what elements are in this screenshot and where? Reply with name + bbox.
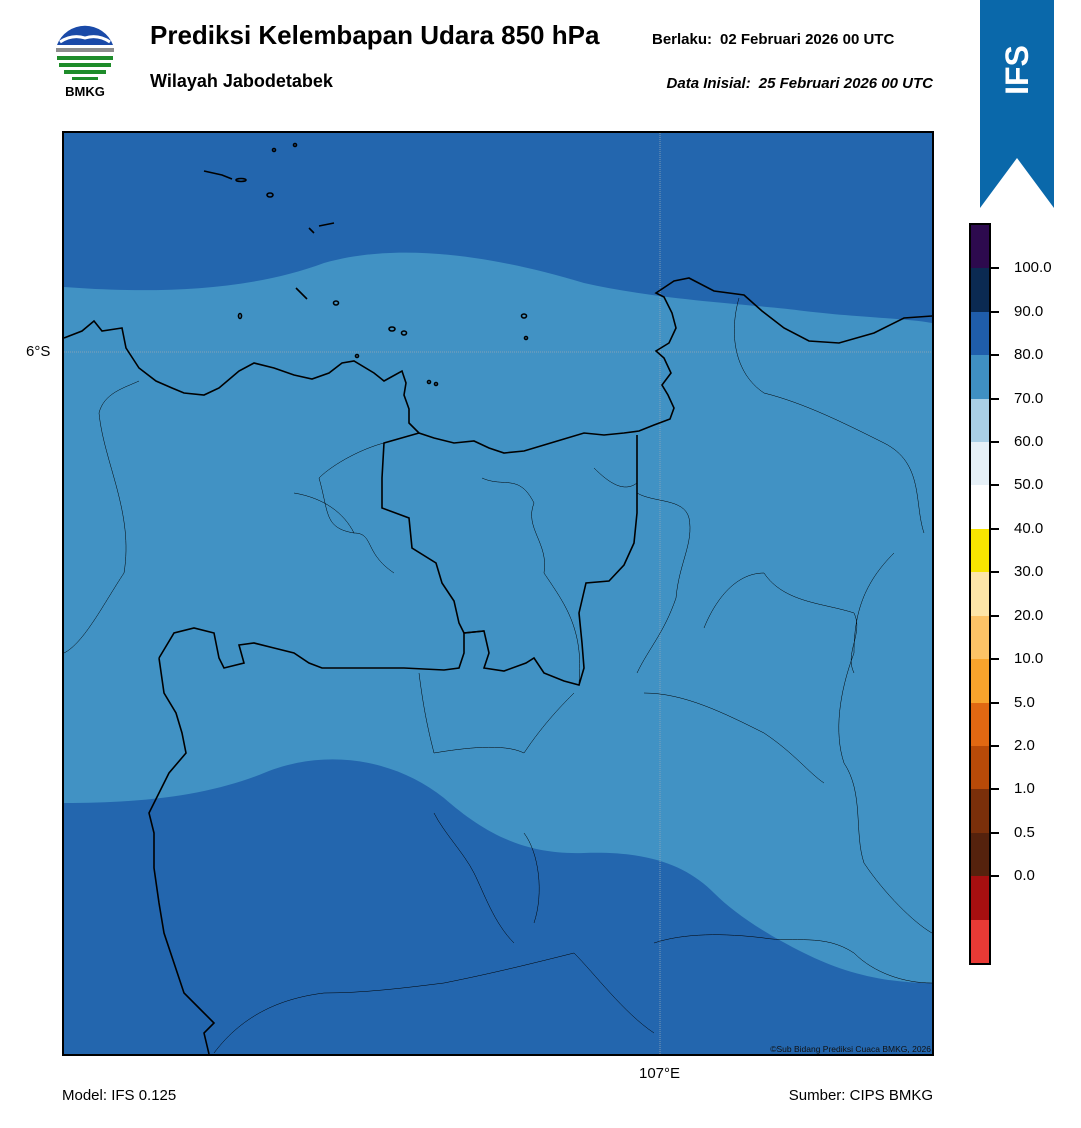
colorbar-tick	[991, 397, 999, 400]
valid-label: Berlaku:	[652, 31, 713, 48]
source-label: Sumber: CIPS BMKG	[788, 1087, 933, 1104]
colorbar-tick	[991, 484, 999, 487]
ribbon-shape: IFS	[980, 0, 1054, 208]
colorbar-tick-label: 80.0	[1014, 346, 1044, 364]
colorbar-tick-label: 0.0	[1014, 867, 1035, 885]
colorbar-tick	[991, 267, 999, 270]
colorbar-segment	[971, 615, 989, 660]
colorbar-segment	[971, 789, 989, 834]
colorbar-tick	[991, 441, 999, 444]
colorbar-tick-label: 70.0	[1014, 389, 1044, 407]
colorbar-segment	[971, 355, 989, 400]
colorbar	[969, 223, 991, 965]
coastline	[64, 277, 932, 454]
longitude-label: 107°E	[639, 1065, 681, 1082]
bmkg-logo: BMKG	[52, 20, 118, 102]
ifs-badge: IFS	[980, 0, 1054, 208]
colorbar-tick-label: 0.5	[1014, 823, 1035, 841]
colorbar-segment	[971, 659, 989, 704]
colorbar-tick-label: 5.0	[1014, 693, 1035, 711]
colorbar-segment	[971, 442, 989, 486]
colorbar-tick-label: 30.0	[1014, 563, 1044, 581]
bmkg-logo-icon	[55, 22, 115, 82]
colorbar-segment	[971, 919, 989, 964]
colorbar-segment	[971, 572, 989, 617]
colorbar-tick-label: 40.0	[1014, 519, 1044, 537]
map-svg	[64, 133, 932, 1054]
map-credit: ©Sub Bidang Prediksi Cuaca BMKG, 2026	[770, 1044, 931, 1054]
colorbar-tick	[991, 310, 999, 313]
thousand-islands	[203, 142, 529, 387]
humidity-map	[62, 131, 934, 1056]
province-boundary	[381, 432, 638, 686]
colorbar-tick-label: 1.0	[1014, 780, 1035, 798]
colorbar-tick-label: 100.0	[1014, 259, 1052, 277]
badge-text: IFS	[999, 45, 1035, 95]
colorbar-tick	[991, 527, 999, 530]
regency-boundaries	[64, 297, 932, 1054]
colorbar-tick-label: 10.0	[1014, 650, 1044, 668]
init-value: 25 Februari 2026 00 UTC	[758, 75, 933, 92]
colorbar-tick-label: 60.0	[1014, 433, 1044, 451]
colorbar-tick	[991, 875, 999, 878]
colorbar-tick	[991, 614, 999, 617]
model-label: Model: IFS 0.125	[62, 1087, 177, 1104]
colorbar-segment	[971, 702, 989, 747]
colorbar-tick-label: 20.0	[1014, 606, 1044, 624]
colorbar-segment	[971, 876, 989, 921]
humidity-band-70-80	[64, 252, 932, 983]
colorbar-tick-label: 2.0	[1014, 736, 1035, 754]
latitude-label: 6°S	[26, 343, 51, 360]
colorbar-segment	[971, 485, 989, 530]
colorbar-segment	[971, 528, 989, 573]
colorbar-tick	[991, 831, 999, 834]
colorbar-segment	[971, 268, 989, 313]
colorbar-segment	[971, 832, 989, 877]
colorbar-tick-label: 90.0	[1014, 302, 1044, 320]
valid-value: 02 Februari 2026 00 UTC	[720, 31, 895, 48]
colorbar-tick	[991, 701, 999, 704]
colorbar-tick	[991, 354, 999, 357]
colorbar-tick	[991, 658, 999, 661]
colorbar-tick	[991, 744, 999, 747]
init-label: Data Inisial:	[666, 75, 751, 92]
province-boundary-south	[148, 627, 485, 1054]
valid-time: Berlaku: 02 Februari 2026 00 UTC	[652, 31, 894, 48]
colorbar-tick	[991, 571, 999, 574]
init-time: Data Inisial: 25 Februari 2026 00 UTC	[667, 75, 933, 92]
colorbar-segment	[971, 311, 989, 356]
colorbar-segment	[971, 745, 989, 790]
page-title: Prediksi Kelembapan Udara 850 hPa	[150, 20, 600, 50]
region-subtitle: Wilayah Jabodetabek	[150, 71, 333, 91]
colorbar-tick	[991, 788, 999, 791]
logo-text: BMKG	[65, 84, 105, 99]
colorbar-tick-label: 50.0	[1014, 476, 1044, 494]
colorbar-segment	[971, 225, 989, 269]
colorbar-segment	[971, 398, 989, 443]
